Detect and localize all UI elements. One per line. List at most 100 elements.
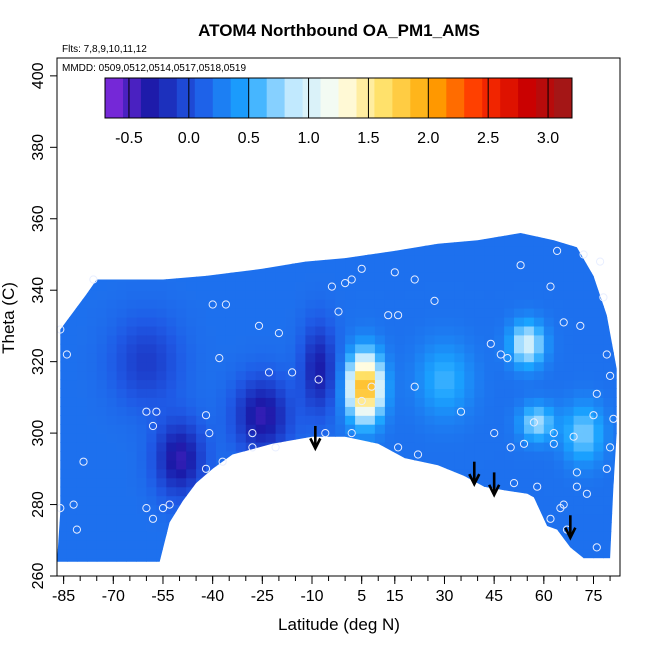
heatmap-cell-3074: [584, 567, 595, 577]
heatmap-cell-2246: [435, 192, 446, 202]
colorbar-segment-25: [554, 78, 573, 118]
heatmap-cell-323: [106, 272, 118, 282]
heatmap-cell-881: [206, 468, 217, 479]
heatmap-cell-1768: [355, 317, 366, 327]
heatmap-cell-1741: [355, 558, 366, 562]
heatmap-cell-1838: [365, 210, 376, 220]
heatmap-cell-10: [57, 477, 68, 488]
heatmap-cell-818: [196, 513, 207, 523]
heatmap-cell-2408: [464, 299, 475, 309]
heatmap-cell-907: [206, 236, 217, 247]
heatmap-cell-1536: [315, 317, 326, 327]
heatmap-cell-2406: [464, 317, 475, 327]
heatmap-cell-587: [156, 504, 167, 515]
heatmap-cell-1425: [295, 272, 306, 282]
heatmap-cell-2271: [444, 486, 455, 497]
heatmap-cell-1015: [225, 308, 237, 318]
heatmap-cell-1291: [275, 433, 287, 443]
heatmap-cell-2151: [424, 522, 436, 532]
heatmap-cell-1255: [265, 236, 277, 247]
heatmap-cell-2563: [494, 468, 505, 479]
heatmap-cell-2937: [553, 236, 565, 247]
heatmap-cell-1064: [235, 388, 247, 398]
heatmap-cell-1616: [325, 121, 336, 131]
heatmap-cell-1351: [285, 415, 296, 425]
heatmap-cell-433: [126, 325, 137, 336]
heatmap-cell-2312: [445, 121, 456, 131]
heatmap-cell-2042: [404, 459, 416, 470]
heatmap-cell-2240: [434, 245, 445, 256]
heatmap-cell-664: [166, 334, 177, 345]
heatmap-cell-2892: [544, 121, 555, 131]
heatmap-cell-1448: [295, 67, 306, 77]
heatmap-cell-464: [137, 567, 148, 577]
heatmap-cell-964: [216, 245, 227, 256]
heatmap-cell-969: [216, 201, 227, 211]
heatmap-cell-961: [216, 272, 227, 282]
colorbar-segment-1: [123, 78, 142, 118]
heatmap-cell-476: [136, 459, 147, 470]
heatmap-cell-2709: [514, 201, 525, 211]
sample-point-52: [490, 429, 499, 438]
heatmap-cell-3111: [583, 236, 595, 247]
heatmap-cell-2211: [434, 504, 445, 515]
heatmap-cell-2881: [544, 219, 555, 229]
heatmap-cell-1311: [275, 254, 287, 264]
x-tick-label-8: 30: [436, 588, 454, 605]
heatmap-cell-2655: [504, 165, 514, 175]
heatmap-cell-3024: [573, 495, 585, 506]
heatmap-cell-2703: [514, 254, 525, 264]
heatmap-cell-920: [206, 121, 217, 131]
heatmap-cell-974: [216, 156, 227, 166]
heatmap-cell-2448: [474, 459, 485, 470]
heatmap-cell-1055: [235, 468, 247, 479]
heatmap-cell-2551: [484, 58, 495, 68]
heatmap-cell-2674: [514, 513, 525, 523]
heatmap-cell-2906: [553, 513, 565, 523]
heatmap-cell-2669: [514, 558, 525, 562]
colorbar-segment-20: [464, 78, 483, 118]
heatmap-cell-228: [87, 85, 98, 95]
heatmap-cell-1644: [335, 388, 346, 398]
heatmap-cell-432: [126, 334, 137, 345]
heatmap-cell-602: [156, 370, 167, 381]
heatmap-cell-450: [127, 174, 138, 184]
heatmap-cell-2203: [425, 58, 436, 68]
heatmap-cell-739: [176, 183, 187, 193]
heatmap-cell-2915: [553, 433, 565, 443]
heatmap-cell-2184: [424, 233, 436, 238]
heatmap-cell-2885: [544, 183, 555, 193]
heatmap-cell-1650: [335, 334, 346, 345]
heatmap-cell-3042: [573, 334, 585, 345]
heatmap-cell-1666: [335, 192, 346, 202]
heatmap-cell-2245: [435, 201, 446, 211]
heatmap-cell-659: [166, 379, 177, 389]
heatmap-cell-1637: [335, 451, 346, 461]
heatmap-cell-1729: [345, 147, 356, 157]
heatmap-cell-259: [96, 325, 108, 336]
heatmap-cell-1074: [235, 299, 247, 309]
heatmap-cell-548: [146, 334, 157, 345]
heatmap-cell-1089: [236, 165, 247, 175]
heatmap-cell-1663: [335, 219, 346, 229]
heatmap-cell-2588: [494, 245, 505, 256]
heatmap-cell-1476: [305, 334, 316, 345]
colorbar-segment-15: [374, 78, 393, 118]
heatmap-cell-1081: [235, 236, 247, 247]
heatmap-cell-2358: [454, 233, 465, 238]
heatmap-cell-1073: [235, 308, 247, 318]
heatmap-cell-1547: [315, 219, 326, 229]
heatmap-cell-1394: [295, 549, 306, 559]
heatmap-cell-2845: [543, 540, 555, 550]
heatmap-cell-1120: [245, 406, 257, 416]
heatmap-cell-654: [166, 424, 177, 434]
heatmap-cell-2185: [425, 219, 436, 229]
heatmap-cell-1449: [295, 58, 306, 68]
heatmap-cell-9: [57, 486, 68, 497]
heatmap-cell-1233: [265, 433, 277, 443]
heatmap-cell-1952: [384, 233, 396, 238]
heatmap-cell-1953: [385, 219, 396, 229]
heatmap-cell-1529: [315, 379, 326, 389]
heatmap-cell-175: [86, 558, 98, 562]
heatmap-cell-1754: [355, 442, 366, 452]
